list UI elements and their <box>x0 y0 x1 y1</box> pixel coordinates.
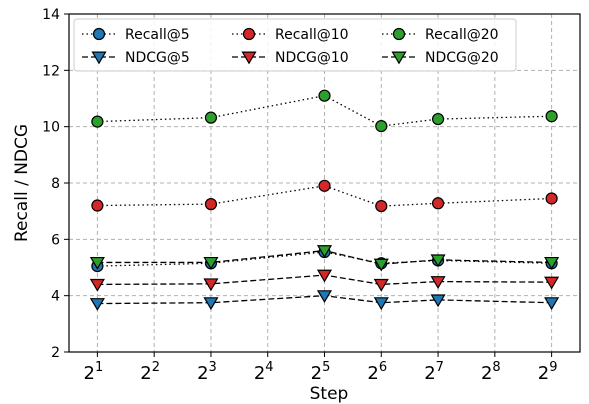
legend-marker <box>92 27 106 41</box>
series-ndcg-at-20 <box>89 245 560 272</box>
x-tick-label: 21 <box>84 360 104 384</box>
x-tick-label: 25 <box>311 360 331 384</box>
x-tick-base: 2 <box>538 363 549 384</box>
series-line <box>97 95 552 127</box>
x-tick-base: 2 <box>140 363 151 384</box>
data-point <box>375 120 388 133</box>
data-point <box>373 278 389 292</box>
data-point <box>430 294 446 308</box>
legend-item: Recall@10 <box>232 27 349 43</box>
y-tick-label: 14 <box>42 7 60 23</box>
series-recall-at-10 <box>91 179 558 213</box>
x-tick-exponent: 4 <box>265 360 273 375</box>
y-axis-title: Recall / NDCG <box>12 124 32 242</box>
data-point <box>204 111 218 124</box>
y-tick-label: 10 <box>42 120 60 136</box>
x-tick-exponent: 9 <box>549 360 557 375</box>
y-tick-label: 4 <box>51 289 60 305</box>
legend-box <box>73 18 517 72</box>
data-point <box>544 256 560 270</box>
legend-item: NDCG@10 <box>232 50 349 66</box>
x-axis-title: Step <box>310 384 349 404</box>
series-ndcg-at-10 <box>89 269 560 292</box>
series-line <box>97 185 552 207</box>
legend-label: Recall@10 <box>275 27 349 43</box>
data-point <box>430 276 446 289</box>
data-point <box>373 258 389 272</box>
x-tick-exponent: 1 <box>95 360 103 375</box>
data-point <box>544 297 560 311</box>
data-point <box>318 89 331 102</box>
x-tick-base: 2 <box>254 363 265 384</box>
data-point <box>545 110 558 123</box>
data-point <box>89 278 105 292</box>
x-tick-exponent: 2 <box>152 360 160 375</box>
data-point <box>431 112 445 126</box>
legend-marker <box>241 51 257 65</box>
series-line <box>97 274 552 286</box>
series-line <box>97 295 552 305</box>
x-tick-base: 2 <box>424 363 435 384</box>
data-point <box>544 276 560 290</box>
data-point <box>91 115 104 128</box>
y-tick-label: 8 <box>51 176 60 192</box>
legend-item: NDCG@20 <box>382 50 499 66</box>
x-tick-label: 28 <box>481 360 501 384</box>
x-tick-base: 2 <box>197 363 208 384</box>
data-point <box>375 199 388 213</box>
series-ndcg-at-5 <box>89 290 560 311</box>
x-tick-label: 26 <box>367 360 387 384</box>
legend-marker <box>392 27 406 41</box>
y-tick-label: 6 <box>51 232 60 248</box>
data-point <box>203 278 219 292</box>
legend-marker <box>391 51 407 65</box>
x-tick-label: 27 <box>424 360 444 384</box>
y-tick-label: 12 <box>42 63 60 79</box>
data-point <box>203 297 219 311</box>
x-tick-base: 2 <box>481 363 492 384</box>
x-tick-exponent: 8 <box>492 360 500 375</box>
x-tick-exponent: 6 <box>379 360 387 375</box>
data-point <box>318 179 331 192</box>
legend-label: Recall@5 <box>125 27 190 43</box>
legend-item: Recall@5 <box>82 27 190 43</box>
legend-marker <box>91 51 107 65</box>
x-tick-label: 29 <box>538 360 558 384</box>
data-point <box>430 254 446 268</box>
data-point <box>89 256 105 270</box>
legend-item: Recall@20 <box>382 27 499 43</box>
data-point <box>316 245 333 258</box>
data-point <box>89 298 105 311</box>
legend: Recall@5 NDCG@5 Recall@10 NDCG@10 Recall@20 N… <box>73 18 517 72</box>
legend-item: NDCG@5 <box>82 50 190 66</box>
data-point <box>316 290 333 304</box>
data-point <box>203 256 219 270</box>
legend-label: NDCG@20 <box>425 50 499 66</box>
series-line <box>97 249 552 265</box>
data-point <box>316 269 333 283</box>
series-recall-at-20 <box>91 89 558 133</box>
x-tick-base: 2 <box>311 363 322 384</box>
data-point <box>204 198 218 211</box>
x-tick-base: 2 <box>367 363 378 384</box>
data-point <box>545 192 558 205</box>
data-point <box>91 199 104 212</box>
data-point <box>373 297 389 311</box>
x-tick-label: 24 <box>254 360 274 384</box>
legend-label: NDCG@5 <box>125 50 190 66</box>
series-layer <box>89 89 560 311</box>
legend-marker <box>242 27 256 41</box>
legend-label: NDCG@10 <box>275 50 349 66</box>
x-tick-label: 23 <box>197 360 217 384</box>
data-point <box>431 197 445 210</box>
legend-label: Recall@20 <box>425 27 499 43</box>
x-tick-exponent: 5 <box>322 360 330 375</box>
x-tick-exponent: 3 <box>209 360 217 375</box>
y-tick-label: 2 <box>51 345 60 361</box>
x-tick-base: 2 <box>84 363 95 384</box>
x-tick-exponent: 7 <box>436 360 444 375</box>
x-tick-label: 22 <box>140 360 160 384</box>
